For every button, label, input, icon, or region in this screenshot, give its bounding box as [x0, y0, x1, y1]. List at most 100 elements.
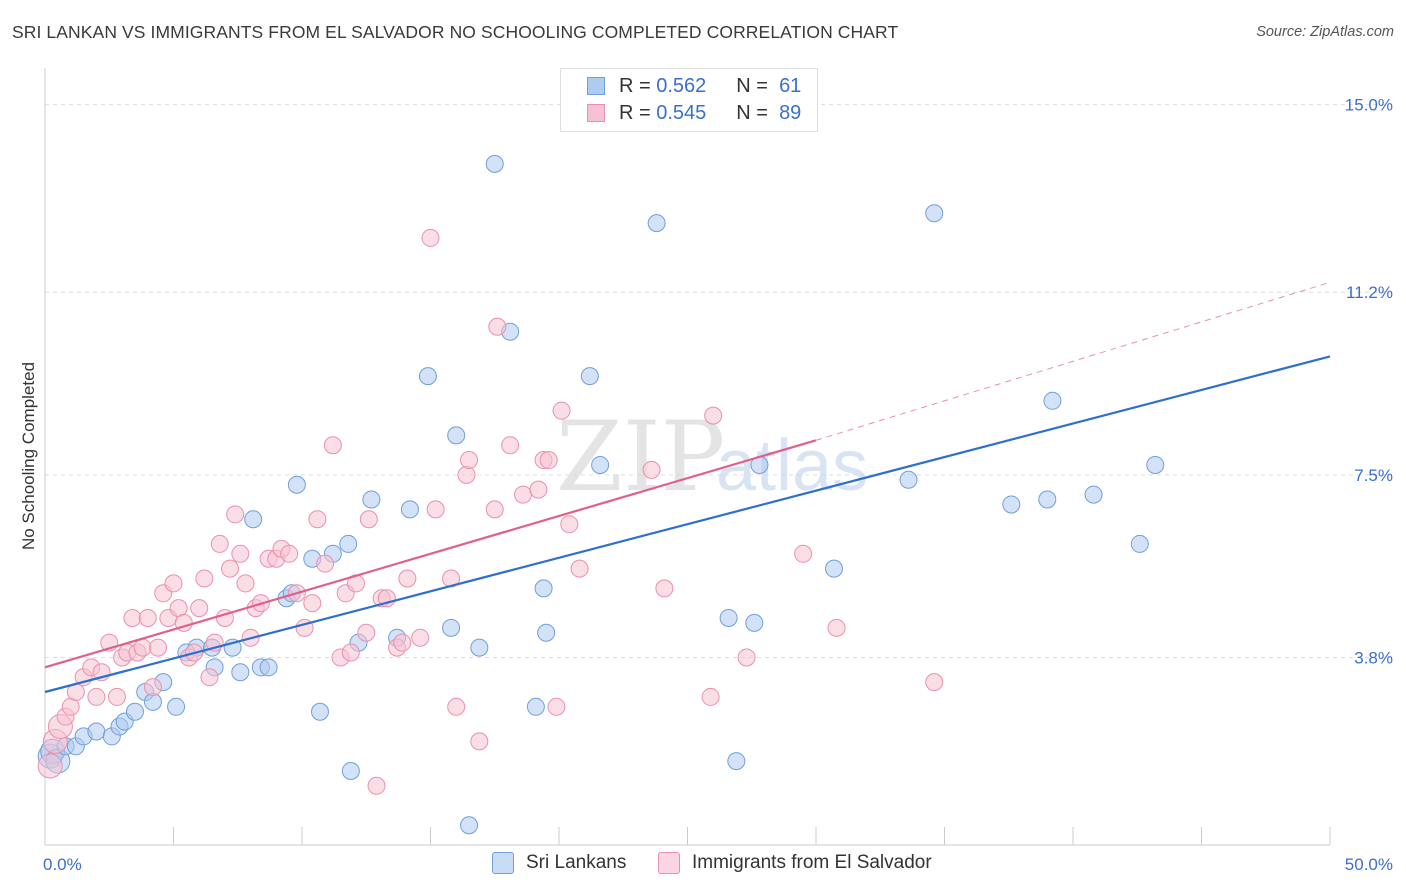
el-salvador-point — [316, 554, 335, 573]
sri-lankan-point — [485, 154, 504, 173]
legend-n-value: 89 — [779, 101, 802, 124]
el-salvador-point — [426, 500, 445, 519]
sri-lankan-point — [580, 367, 599, 386]
sri-lankan-point — [470, 638, 489, 657]
series-swatch-pink — [658, 852, 680, 874]
axis-layer — [44, 68, 1331, 846]
sri-lankan-point — [745, 613, 764, 632]
sri-lankan-point — [727, 752, 746, 771]
el-salvador-point — [195, 569, 214, 588]
sri-lankan-point — [231, 663, 250, 682]
el-salvador-point — [704, 406, 723, 425]
el-salvador-point — [221, 559, 240, 578]
labels-layer: 3.8% 7.5% 11.2% 15.0% 0.0% 50.0% — [43, 96, 1393, 874]
sri-lankan-point — [125, 702, 144, 721]
el-salvador-point — [226, 505, 245, 524]
sri-lankan-point — [899, 470, 918, 489]
sri-lankan-point — [287, 475, 306, 494]
sri-lankan-point — [447, 426, 466, 445]
el-salvador-point — [457, 465, 476, 484]
el-salvador-point — [236, 574, 255, 593]
sri-lankan-point — [244, 510, 263, 529]
sri-lankan-point — [647, 214, 666, 233]
el-salvador-point — [143, 678, 162, 697]
el-salvador-point — [231, 544, 250, 563]
el-salvador-point — [460, 451, 479, 470]
chart-title: SRI LANKAN VS IMMIGRANTS FROM EL SALVADO… — [12, 22, 899, 42]
sri-lankan-point — [418, 367, 437, 386]
sri-lankan-point — [310, 702, 329, 721]
el-salvador-point — [398, 569, 417, 588]
sri-lankan-point — [534, 579, 553, 598]
el-salvador-point — [485, 500, 504, 519]
sri-lankan-point — [259, 658, 278, 677]
el-salvador-point — [280, 544, 299, 563]
watermark-atlas: atlas — [716, 426, 868, 506]
y-axis-label: No Schooling Completed — [19, 362, 38, 550]
sri-lankan-point — [1084, 485, 1103, 504]
correlation-legend: R = 0.562 N = 61 R = 0.545 N = 89 — [560, 68, 818, 132]
el-salvador-point — [501, 436, 520, 455]
legend-n-label: N = — [736, 101, 768, 124]
el-salvador-point — [925, 673, 944, 692]
el-salvador-point — [552, 401, 571, 420]
el-salvador-point — [323, 436, 342, 455]
series-legend-sri-lankans[interactable]: Sri Lankans — [492, 852, 626, 874]
series-swatch-blue — [492, 852, 514, 874]
el-salvador-point — [529, 480, 548, 499]
legend-r-label: R = — [619, 74, 651, 97]
legend-r-label: R = — [619, 101, 651, 124]
el-salvador-point — [190, 599, 209, 618]
el-salvador-point — [123, 608, 142, 627]
el-salvador-point — [357, 623, 376, 642]
legend-r-value: 0.545 — [656, 101, 707, 124]
sri-lankan-point — [925, 204, 944, 223]
el-salvador-point — [447, 697, 466, 716]
legend-n-value: 61 — [779, 74, 802, 97]
legend-row-sri-lankans: R = 0.562 N = 61 — [587, 74, 801, 98]
el-salvador-point — [488, 317, 507, 336]
el-salvador-point — [303, 594, 322, 613]
el-salvador-point — [701, 687, 720, 706]
el-salvador-point — [164, 574, 183, 593]
el-salvador-point — [470, 732, 489, 751]
el-salvador-point — [570, 559, 589, 578]
el-salvador-point — [827, 618, 846, 637]
el-salvador-point — [359, 510, 378, 529]
sri-lankan-point — [87, 722, 106, 741]
sri-lankan-point — [591, 455, 610, 474]
el-salvador-point — [411, 628, 430, 647]
el-salvador-point — [210, 534, 229, 553]
sri-lankan-point — [719, 608, 738, 627]
legend-swatch-pink — [587, 104, 605, 122]
el-salvador-point — [560, 515, 579, 534]
el-salvador-point — [514, 485, 533, 504]
el-salvador-point — [737, 648, 756, 667]
el-salvador-point — [149, 638, 168, 657]
el-salvador-point — [341, 643, 360, 662]
el-salvador-trend-extension — [815, 281, 1331, 441]
el-salvador-point — [421, 228, 440, 247]
el-salvador-trend-line — [44, 439, 817, 669]
points-layer — [37, 154, 1165, 835]
legend-r-value: 0.562 — [656, 74, 707, 97]
legend-n-label: N = — [736, 74, 768, 97]
sri-lankan-point — [1002, 495, 1021, 514]
el-salvador-point — [642, 460, 661, 479]
trend-layer — [44, 281, 1331, 694]
series-legend-el-salvador[interactable]: Immigrants from El Salvador — [658, 852, 932, 874]
el-salvador-point — [539, 451, 558, 470]
sri-lankan-point — [442, 618, 461, 637]
sri-lankan-point — [526, 697, 545, 716]
el-salvador-point — [655, 579, 674, 598]
el-salvador-point — [37, 753, 63, 779]
sri-lankan-point — [339, 534, 358, 553]
el-salvador-point — [794, 544, 813, 563]
legend-swatch-blue — [587, 77, 605, 95]
sri-lankan-point — [400, 500, 419, 519]
series-legend: Sri Lankans Immigrants from El Salvador — [0, 852, 1406, 878]
el-salvador-point — [547, 697, 566, 716]
sri-lankan-point — [824, 559, 843, 578]
y-tick-label: 11.2% — [1346, 283, 1393, 302]
